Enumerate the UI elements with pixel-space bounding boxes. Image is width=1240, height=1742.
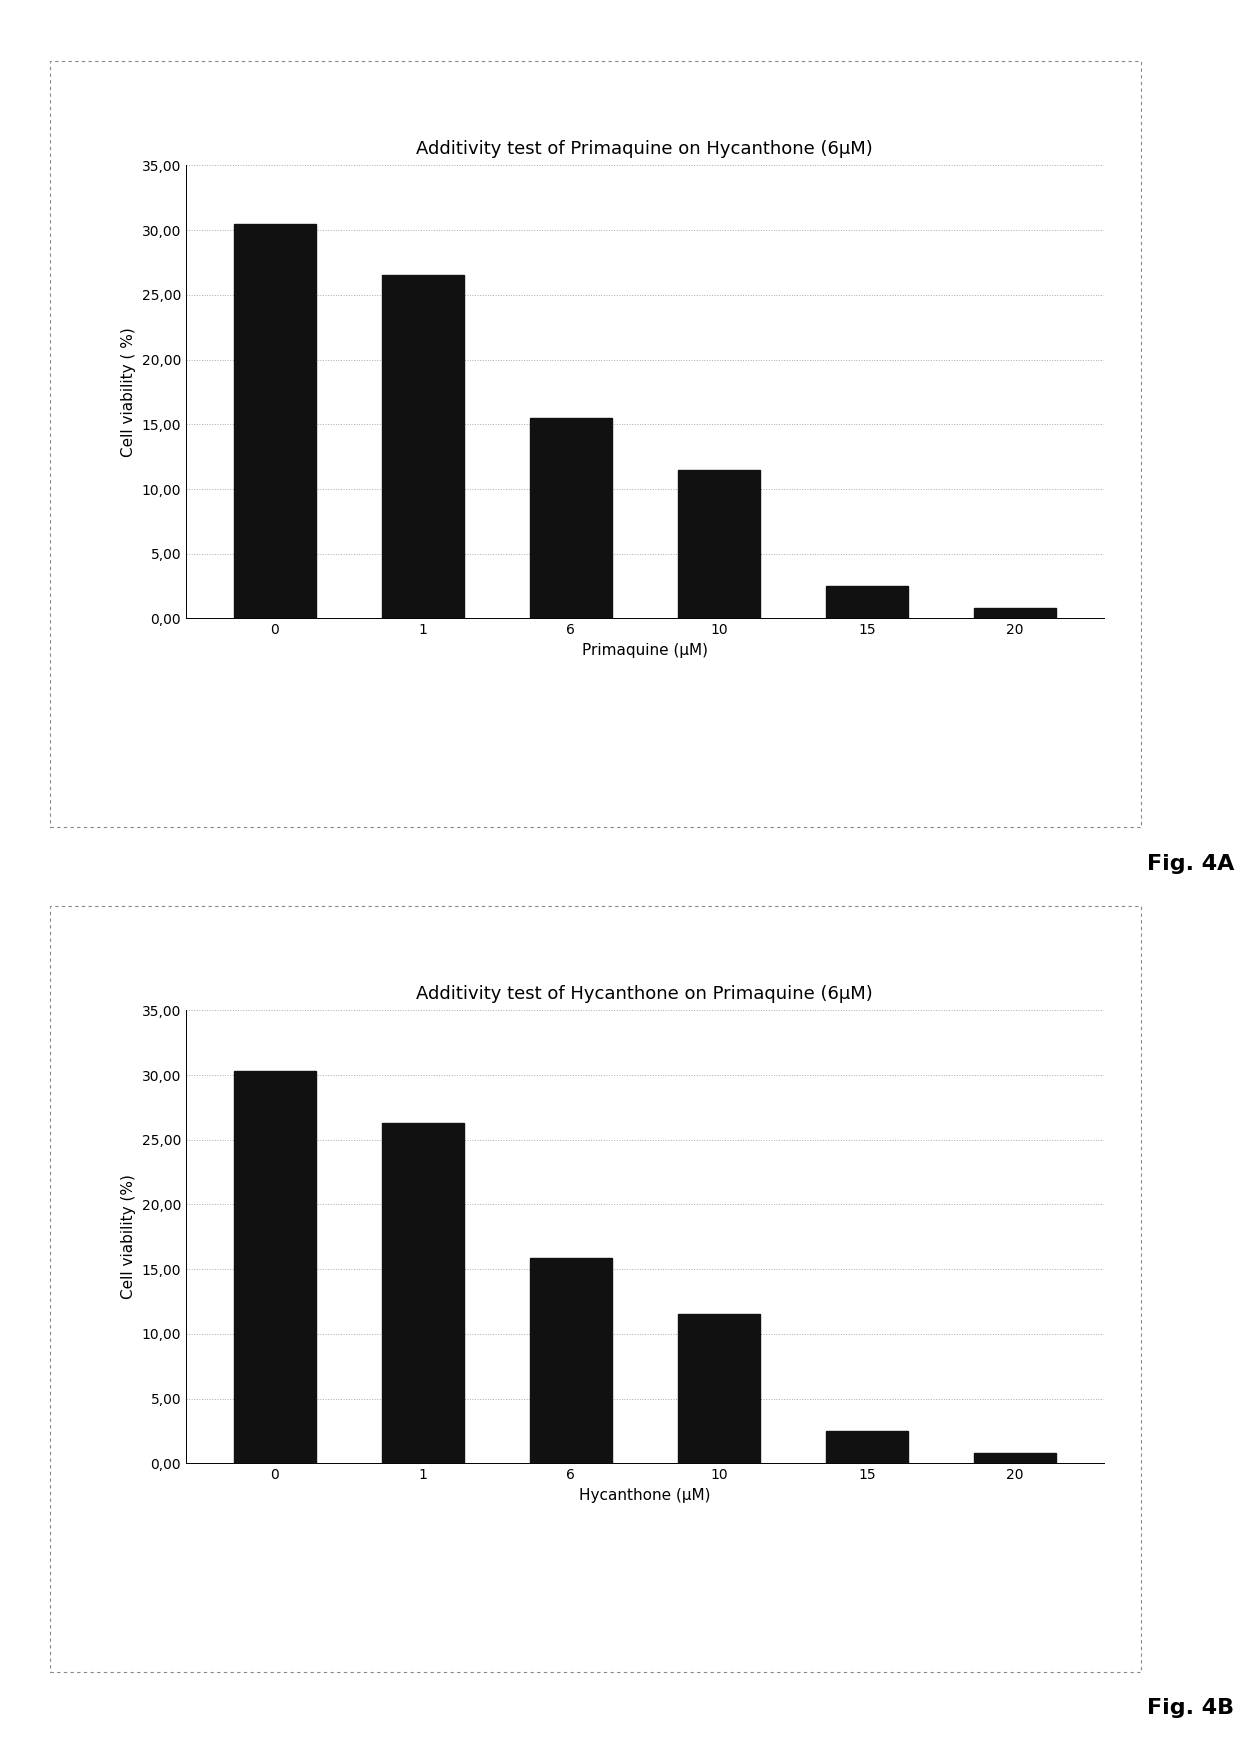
Bar — [531, 1258, 611, 1463]
Bar — [531, 418, 611, 618]
Text: Fig. 4A: Fig. 4A — [1147, 854, 1234, 873]
Bar — [975, 1453, 1055, 1463]
Bar — [975, 608, 1055, 618]
Bar — [678, 1315, 759, 1463]
Bar — [826, 585, 908, 618]
X-axis label: Hycanthone (μM): Hycanthone (μM) — [579, 1488, 711, 1503]
X-axis label: Primaquine (μM): Primaquine (μM) — [582, 643, 708, 658]
Bar — [678, 470, 759, 618]
Text: Fig. 4B: Fig. 4B — [1147, 1698, 1234, 1718]
Bar — [826, 1430, 908, 1463]
Title: Additivity test of Primaquine on Hycanthone (6μM): Additivity test of Primaquine on Hycanth… — [417, 141, 873, 159]
Bar — [234, 1071, 315, 1463]
Bar — [382, 1124, 464, 1463]
Y-axis label: Cell viability ( %): Cell viability ( %) — [122, 327, 136, 456]
Title: Additivity test of Hycanthone on Primaquine (6μM): Additivity test of Hycanthone on Primaqu… — [417, 986, 873, 1003]
Bar — [382, 275, 464, 618]
Bar — [234, 223, 315, 618]
Y-axis label: Cell viability (%): Cell viability (%) — [122, 1174, 136, 1300]
